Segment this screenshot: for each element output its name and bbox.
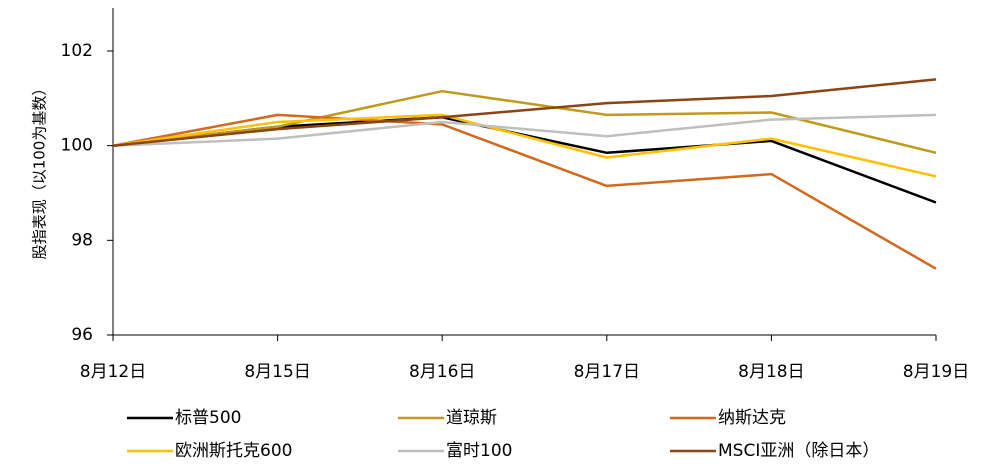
legend-label: MSCI亚洲（除日本） — [718, 441, 879, 461]
axes — [107, 8, 937, 341]
series-lines — [112, 78, 937, 270]
legend-label: 标普500 — [175, 408, 241, 428]
y-tick-label: 96 — [71, 325, 93, 345]
x-tick-label: 8月12日 — [80, 362, 146, 382]
series-line — [112, 113, 937, 147]
legend-label: 道琼斯 — [446, 408, 497, 428]
series-line — [112, 113, 937, 270]
y-tick-label: 98 — [71, 230, 93, 250]
x-tick-labels: 8月12日 8月15日 8月16日 8月17日 8月18日 8月19日 — [80, 362, 969, 382]
y-axis-title: 股指表现（以100为基数） — [31, 81, 49, 260]
series-line — [112, 113, 937, 178]
x-tick-label: 8月15日 — [244, 362, 310, 382]
x-tick-label: 8月16日 — [409, 362, 475, 382]
x-tick-label: 8月19日 — [903, 362, 969, 382]
y-tick-labels: 96 98 100 102 — [61, 41, 93, 345]
y-tick-label: 100 — [61, 136, 93, 156]
legend-label: 欧洲斯托克600 — [175, 441, 292, 461]
series-line — [112, 78, 937, 147]
x-tick-label: 8月17日 — [574, 362, 640, 382]
x-tick-label: 8月18日 — [738, 362, 804, 382]
legend-label: 富时100 — [446, 441, 512, 461]
legend-label: 纳斯达克 — [718, 408, 786, 428]
y-tick-label: 102 — [61, 41, 93, 61]
